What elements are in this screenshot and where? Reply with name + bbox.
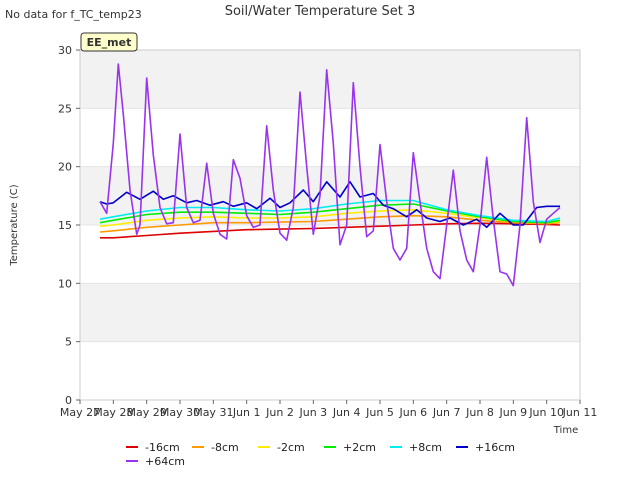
x-tick-label: Jun 7	[432, 406, 461, 419]
x-axis-label: Time	[553, 425, 578, 436]
x-tick-label: Jun 9	[498, 406, 527, 419]
x-tick-label: Jun 3	[298, 406, 327, 419]
x-tick-label: Jun 1	[232, 406, 261, 419]
x-tick-label: May 27	[60, 406, 100, 419]
x-tick-label: Jun 2	[265, 406, 294, 419]
series-line-16cm	[100, 222, 561, 239]
ee-met-badge: EE_met	[80, 32, 138, 52]
legend: -16cm -8cm -2cm +2cm +8cm +16cm +64cm	[126, 441, 515, 468]
y-tick-label: 30	[58, 44, 72, 57]
x-tick-label: Jun 8	[465, 406, 494, 419]
series-line-64cm	[99, 63, 561, 287]
grid-band	[80, 341, 580, 400]
grid-band	[80, 283, 580, 342]
legend-label: +2cm	[343, 441, 376, 454]
grid-bands	[80, 50, 580, 400]
y-tick-label: 5	[65, 336, 72, 349]
series-layer	[99, 63, 561, 287]
x-tick-label: May 28	[93, 406, 133, 419]
grid-band	[80, 225, 580, 284]
grid-band	[80, 166, 580, 225]
chart-title: Soil/Water Temperature Set 3	[225, 4, 416, 19]
y-tick-label: 15	[58, 219, 72, 232]
no-data-note: No data for f_TC_temp23	[5, 8, 142, 21]
badge-label: EE_met	[87, 36, 132, 49]
x-tick-label: Jun 5	[365, 406, 394, 419]
y-tick-label: 25	[58, 102, 72, 115]
y-axis-label: Temperature (C)	[9, 184, 20, 266]
x-tick-label: Jun 11	[562, 406, 598, 419]
x-tick-label: May 30	[160, 406, 200, 419]
x-tick-label: Jun 4	[332, 406, 361, 419]
series-line-8cm	[99, 199, 561, 223]
y-tick-label: 20	[58, 161, 72, 174]
legend-label: -8cm	[211, 441, 239, 454]
x-tick-label: Jun 6	[398, 406, 427, 419]
y-tick-label: 0	[65, 394, 72, 407]
legend-label: -16cm	[145, 441, 180, 454]
series-line-8cm	[99, 214, 561, 233]
series-line-2cm	[99, 203, 561, 224]
legend-label: +16cm	[475, 441, 515, 454]
y-axis-ticks: 0 5 10 15 20 25 30	[58, 44, 80, 407]
grid-band	[80, 108, 580, 167]
x-tick-label: May 29	[127, 406, 167, 419]
x-tick-label: May 31	[193, 406, 233, 419]
legend-label: +64cm	[145, 455, 185, 468]
y-tick-label: 10	[58, 277, 72, 290]
legend-label: -2cm	[277, 441, 305, 454]
legend-label: +8cm	[409, 441, 442, 454]
x-tick-label: Jun 10	[528, 406, 564, 419]
